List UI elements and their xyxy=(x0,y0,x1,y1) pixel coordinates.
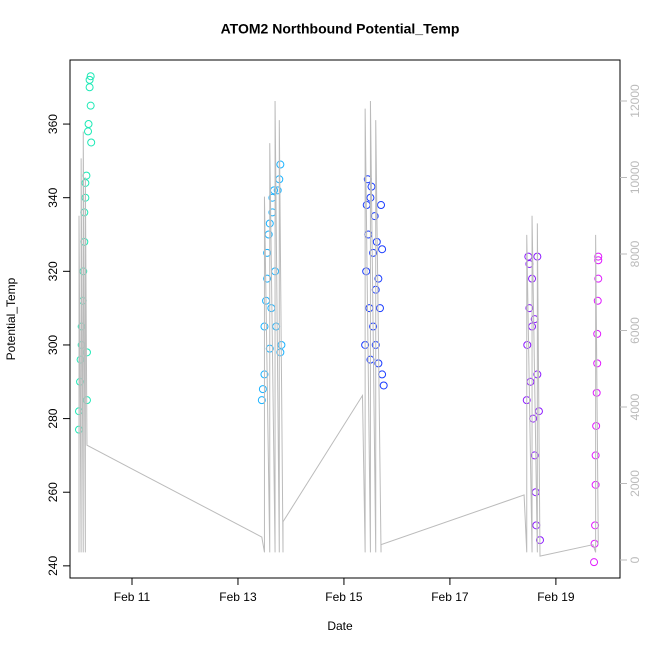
point xyxy=(263,274,272,283)
point xyxy=(378,245,387,254)
y-tick-label: 340 xyxy=(46,187,60,207)
point xyxy=(593,329,602,338)
point xyxy=(591,521,600,530)
point xyxy=(84,120,93,129)
y-tick-label: 360 xyxy=(46,114,60,134)
x-tick-label: Feb 17 xyxy=(431,590,469,604)
point xyxy=(526,377,535,386)
x-tick-label: Feb 15 xyxy=(325,590,363,604)
point xyxy=(377,201,386,210)
y-axis-label: Potential_Temp xyxy=(4,277,18,360)
y-tick-label: 280 xyxy=(46,408,60,428)
y-tick-label: 300 xyxy=(46,335,60,355)
y-tick-label: 260 xyxy=(46,482,60,502)
point xyxy=(257,396,266,405)
y2-tick-label: 2000 xyxy=(628,470,642,497)
point xyxy=(592,421,601,430)
point xyxy=(276,348,285,357)
point xyxy=(85,75,94,84)
point xyxy=(86,101,95,110)
x-tick-label: Feb 13 xyxy=(219,590,257,604)
point xyxy=(87,138,96,147)
plot-box xyxy=(69,59,621,579)
point xyxy=(85,83,94,92)
point xyxy=(594,252,603,261)
point xyxy=(379,381,388,390)
point xyxy=(524,252,533,261)
y2-tick-label: 12000 xyxy=(628,84,642,118)
x-axis-label: Date xyxy=(327,619,353,633)
y2-tick-label: 0 xyxy=(628,556,642,563)
y2-tick-label: 8000 xyxy=(628,240,642,267)
y-tick-label: 320 xyxy=(46,261,60,281)
x-tick-label: Feb 19 xyxy=(537,590,575,604)
point xyxy=(273,186,282,195)
chart-title: ATOM2 Northbound Potential_Temp xyxy=(221,21,460,37)
point xyxy=(86,72,95,81)
point xyxy=(374,274,383,283)
point xyxy=(590,558,599,567)
point xyxy=(531,488,540,497)
point xyxy=(593,296,602,305)
point xyxy=(84,127,93,136)
point xyxy=(594,274,603,283)
point xyxy=(362,267,371,276)
point xyxy=(523,340,532,349)
point xyxy=(258,385,267,394)
point xyxy=(594,256,603,265)
y2-tick-label: 6000 xyxy=(628,317,642,344)
y2-tick-label: 4000 xyxy=(628,393,642,420)
point xyxy=(263,248,272,257)
point xyxy=(525,304,534,313)
point xyxy=(532,521,541,530)
point xyxy=(590,539,599,548)
point xyxy=(276,160,285,169)
point xyxy=(272,322,281,331)
point xyxy=(369,248,378,257)
point xyxy=(530,451,539,460)
point xyxy=(370,212,379,221)
depth-line xyxy=(78,100,599,557)
y-tick-label: 240 xyxy=(46,556,60,576)
point xyxy=(378,370,387,379)
point xyxy=(365,304,374,313)
x-tick-label: Feb 11 xyxy=(114,590,151,604)
y2-tick-label: 10000 xyxy=(628,160,642,194)
point xyxy=(267,304,276,313)
point xyxy=(375,304,384,313)
